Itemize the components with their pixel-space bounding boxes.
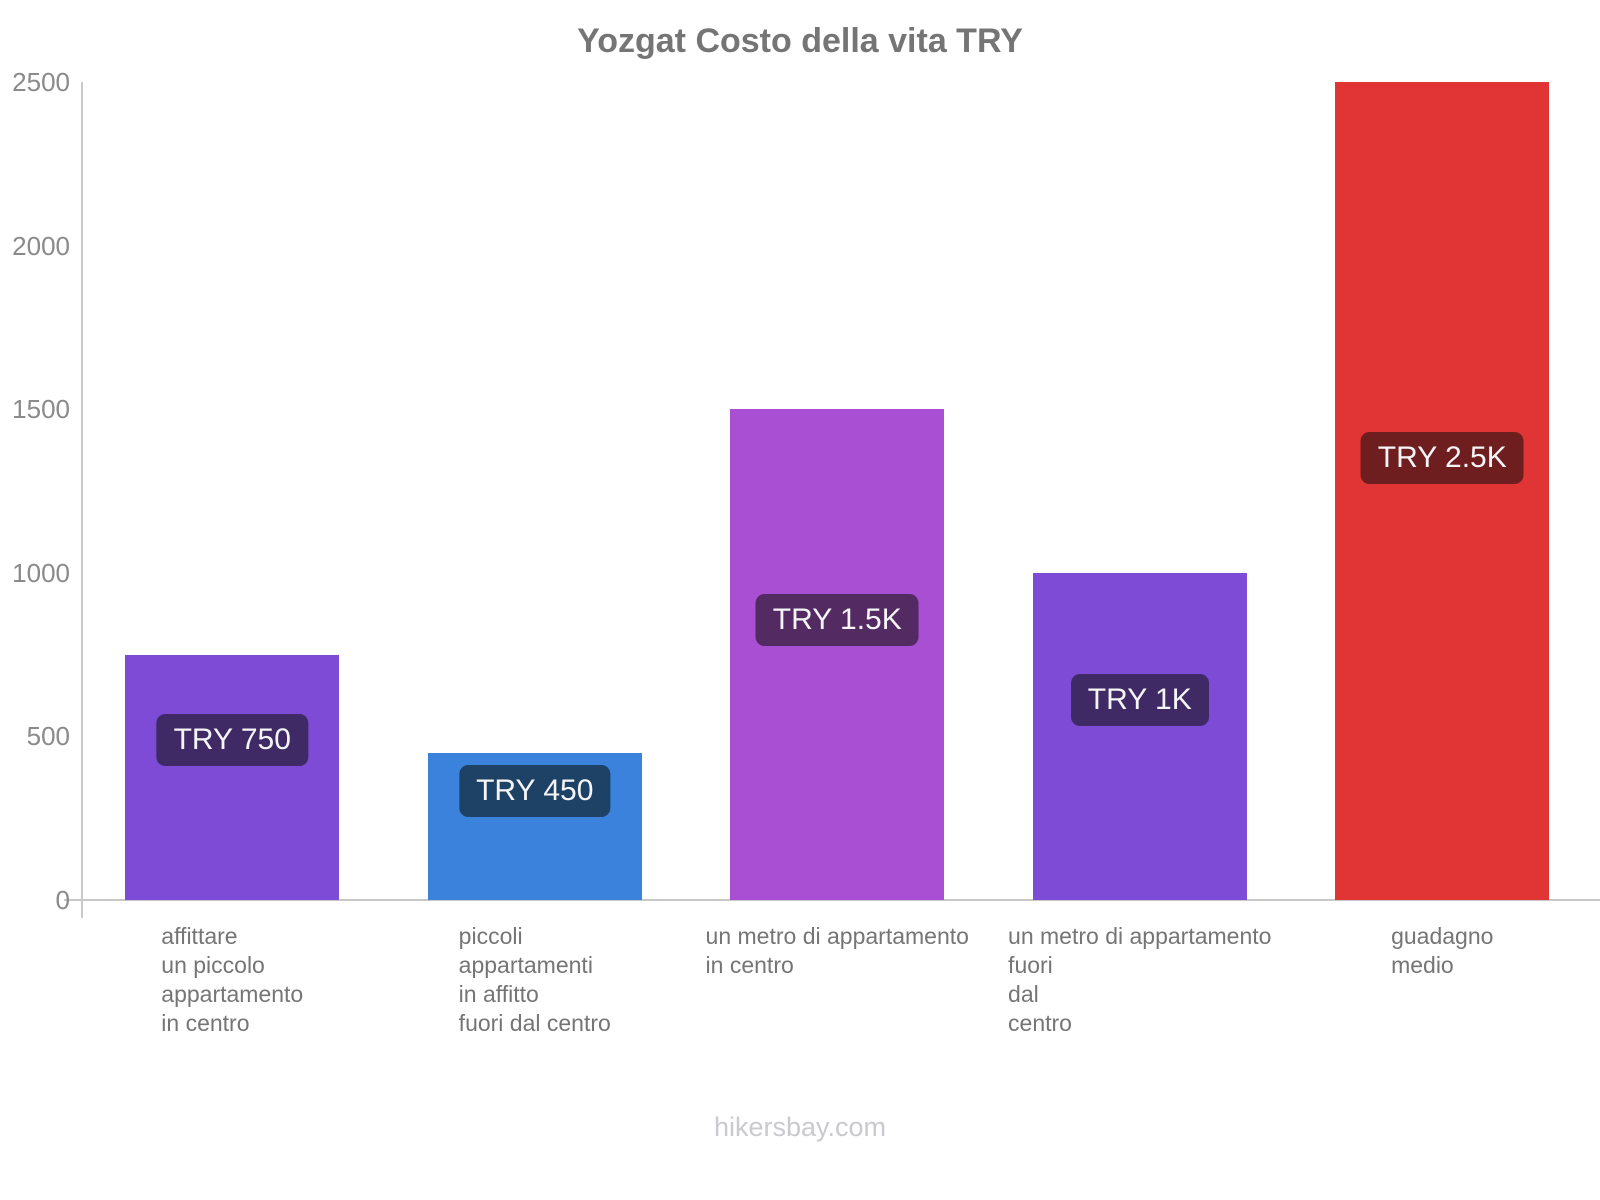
x-axis-label-line: affittare bbox=[161, 923, 238, 949]
x-axis-line bbox=[64, 899, 1600, 901]
y-axis-tick-label: 1000 bbox=[12, 557, 70, 588]
bar-value-label: TRY 1.5K bbox=[755, 594, 919, 647]
x-axis-label-line: fuori dal centro bbox=[458, 1010, 611, 1036]
bar[interactable] bbox=[730, 409, 945, 900]
x-axis-label-line: centro bbox=[1008, 1010, 1072, 1036]
x-axis-label-line: un piccolo bbox=[161, 952, 265, 978]
bar[interactable] bbox=[1032, 572, 1247, 900]
x-axis-label-line: in affitto bbox=[458, 981, 539, 1007]
y-axis-tick-label: 500 bbox=[26, 721, 70, 752]
x-axis-label-line: fuori bbox=[1008, 952, 1053, 978]
bar[interactable] bbox=[1335, 82, 1550, 900]
y-axis-tick-label: 0 bbox=[55, 885, 70, 915]
bar-value-label: TRY 1K bbox=[1070, 674, 1209, 727]
bar-value-label: TRY 750 bbox=[156, 714, 308, 767]
x-axis-label-line: in centro bbox=[161, 1010, 250, 1036]
x-axis-label-line: un metro di appartamento bbox=[1008, 923, 1272, 949]
y-axis-tick-label: 1500 bbox=[12, 394, 70, 425]
watermark: hikersbay.com bbox=[713, 1112, 887, 1142]
x-axis-label-line: in centro bbox=[705, 952, 794, 978]
x-axis-label: affittare un piccolo appartamento in centro bbox=[161, 922, 303, 1038]
x-axis-label: guadagno medio bbox=[1391, 922, 1493, 980]
x-axis-label-line: dal bbox=[1008, 981, 1039, 1007]
bar[interactable] bbox=[125, 654, 340, 900]
x-axis-label: un metro di appartamento fuori dal centro bbox=[1008, 922, 1271, 1038]
y-axis-line bbox=[81, 82, 83, 918]
chart-title: Yozgat Costo della vita TRY bbox=[577, 22, 1023, 60]
x-axis-label-line: un metro di appartamento bbox=[705, 923, 969, 949]
y-axis-tick-label: 2000 bbox=[12, 230, 70, 261]
x-axis-label-line: appartamenti bbox=[458, 952, 593, 978]
x-axis-label-line: piccoli bbox=[458, 923, 523, 949]
x-axis-label: piccoli appartamenti in affitto fuori dal c… bbox=[459, 922, 611, 1038]
x-axis-label-line: medio bbox=[1391, 952, 1454, 978]
x-axis-label-line: appartamento bbox=[161, 981, 304, 1007]
bar-value-label: TRY 2.5K bbox=[1360, 432, 1524, 485]
bar-value-label: TRY 450 bbox=[459, 765, 611, 818]
x-axis-label: un metro di appartamento in centro bbox=[706, 922, 969, 980]
x-axis-label-line: guadagno bbox=[1391, 923, 1494, 949]
y-axis-tick-label: 2500 bbox=[12, 67, 70, 97]
